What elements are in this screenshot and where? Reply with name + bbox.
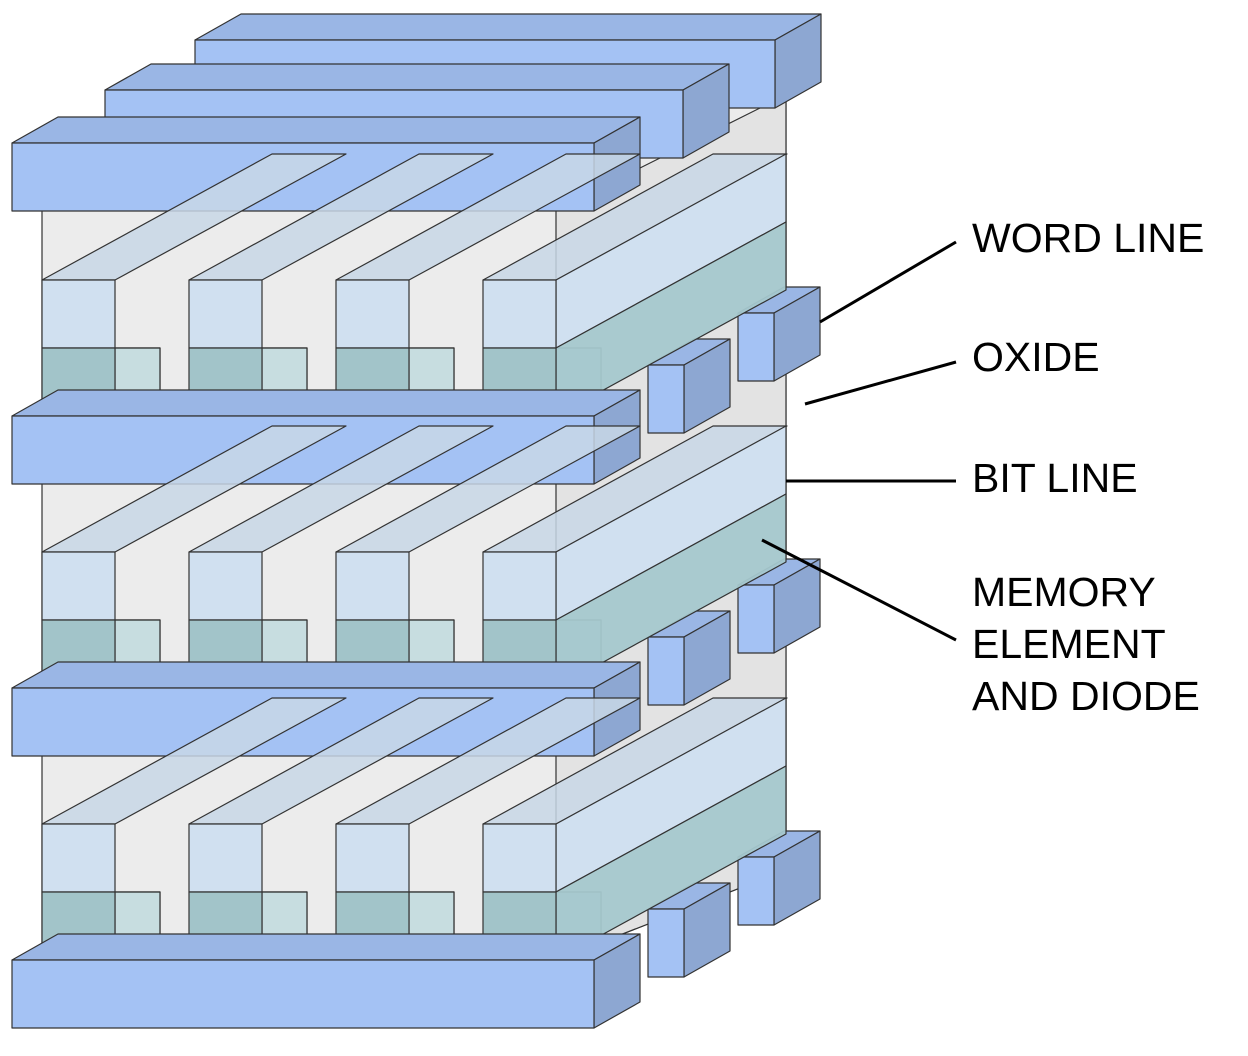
bit-line-cap-2-1	[188, 823, 263, 893]
memory-element-leader	[761, 538, 957, 642]
bit-line-cap-1-0	[41, 551, 116, 621]
word-line-stub-back-0-front	[737, 312, 775, 382]
word-line-front-1-top	[11, 661, 641, 689]
bit-line-cap-0-1	[188, 279, 263, 349]
memory-element-label-line3: AND DIODE	[972, 673, 1200, 719]
word-line-stub-back-1-front	[737, 584, 775, 654]
bit-line-cap-0-0	[41, 279, 116, 349]
word-line-top-back-top	[194, 13, 822, 41]
bit-line-cap-1-1	[188, 551, 263, 621]
bit-line-cap-1-2	[335, 551, 410, 621]
word-line-label: WORD LINE	[972, 215, 1205, 261]
word-line-front-2-front	[11, 959, 595, 1029]
word-line-stub-back-2-front	[737, 856, 775, 926]
bit-line-cap-1-3	[482, 551, 557, 621]
word-line-top-front-top	[11, 116, 641, 144]
bit-line-label: BIT LINE	[972, 455, 1138, 501]
word-line-leader	[819, 240, 957, 324]
word-line-stub-mid-2-front	[647, 908, 685, 978]
leader-lines	[761, 240, 957, 642]
memory-element-label-line1: MEMORY	[972, 569, 1156, 615]
bit-line-cap-0-2	[335, 279, 410, 349]
word-line-top-mid-top	[104, 63, 730, 91]
word-line-stub-mid-0-front	[647, 364, 685, 434]
word-line-front-0-top	[11, 389, 641, 417]
bit-line-cap-2-3	[482, 823, 557, 893]
memory-stack-3d	[11, 13, 822, 1029]
bit-line-cap-2-0	[41, 823, 116, 893]
bit-line-cap-2-2	[335, 823, 410, 893]
bit-line-cap-0-3	[482, 279, 557, 349]
oxide-leader	[804, 360, 957, 406]
oxide-label: OXIDE	[972, 334, 1100, 380]
memory-element-label-line2: ELEMENT	[972, 621, 1166, 667]
word-line-front-2-top	[11, 933, 641, 961]
word-line-stub-mid-1-front	[647, 636, 685, 706]
